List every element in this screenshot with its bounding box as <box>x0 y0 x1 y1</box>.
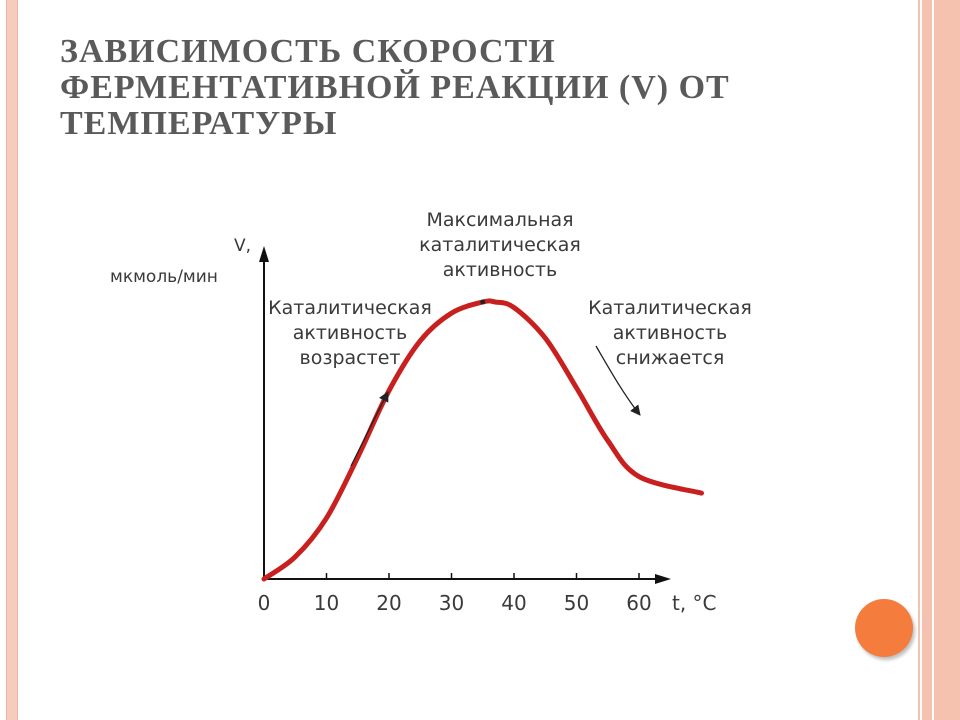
right-border-stripe <box>920 0 922 720</box>
y-axis-arrow <box>259 246 269 262</box>
x-tick-label: 20 <box>376 591 401 615</box>
rise-arrow <box>350 391 389 467</box>
x-tick-label: 60 <box>626 591 651 615</box>
x-axis-arrow <box>655 574 671 584</box>
rise-annotation-line: активность <box>293 322 408 344</box>
x-ticks: 0 10 20 30 40 50 60 <box>258 573 652 615</box>
fall-annotation-line: снижается <box>616 347 725 369</box>
x-tick-label: 50 <box>564 591 589 615</box>
peak-annotation-line: активность <box>443 259 558 281</box>
title-line: ФЕРМЕНТАТИВНОЙ РЕАКЦИИ (V) ОТ <box>60 69 730 106</box>
x-tick-label: 10 <box>314 591 339 615</box>
x-tick-label: 0 <box>258 591 271 615</box>
y-axis-unit-label: мкмоль/мин <box>110 267 218 287</box>
x-tick-label: 40 <box>501 591 526 615</box>
temperature-chart: 0 10 20 30 40 50 60 V, мкмоль/мин t, °C Максим… <box>110 209 752 615</box>
peak-annotation-line: Максимальная <box>426 209 573 231</box>
y-axis-label: V, <box>234 236 251 256</box>
fall-annotation-line: активность <box>613 322 728 344</box>
left-border-decoration <box>6 0 18 720</box>
rise-annotation-line: возрастет <box>300 347 401 369</box>
title-line: ЗАВИСИМОСТЬ СКОРОСТИ <box>60 33 556 70</box>
slide-title: ЗАВИСИМОСТЬ СКОРОСТИ ФЕРМЕНТАТИВНОЙ РЕАК… <box>60 34 860 142</box>
peak-annotation-line: каталитическая <box>419 234 581 256</box>
fall-arrow <box>595 345 641 416</box>
decorative-orange-circle <box>855 599 913 657</box>
axes <box>259 246 671 584</box>
fall-annotation-line: Каталитическая <box>588 297 752 319</box>
x-axis-label: t, °C <box>672 591 717 615</box>
x-tick-label: 30 <box>439 591 464 615</box>
rise-annotation-line: Каталитическая <box>268 297 432 319</box>
peak-marker <box>480 299 486 305</box>
right-border-stripe <box>932 0 934 720</box>
right-border-decoration <box>918 0 960 720</box>
title-line: ТЕМПЕРАТУРЫ <box>60 105 338 142</box>
